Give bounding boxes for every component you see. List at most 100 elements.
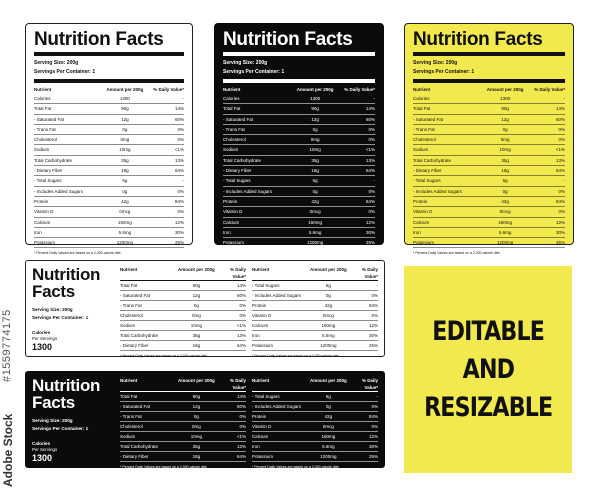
nutrient-name: - Includes Added Sugars: [34, 188, 84, 194]
nutrient-daily-value: 0%: [177, 209, 184, 215]
nutrient-daily-value: 84%: [174, 198, 184, 204]
table-row: Protein 42g 84%: [223, 197, 375, 208]
table-row: Calories 1300 -: [223, 94, 375, 105]
nutrient-daily-value: 13%: [236, 333, 246, 338]
nutrient-rows: - Total Sugars 6g - - Includes Added Sugars…: [252, 281, 378, 351]
table-row: - Saturated Fat 12g 60%: [120, 291, 246, 301]
table-row: - Saturated Fat 12g 60%: [34, 115, 184, 125]
nutrient-name: Potassium: [252, 454, 274, 459]
nutrient-amount: 18g: [121, 168, 129, 174]
nutrient-daily-value: 30%: [365, 229, 375, 235]
table-row: Total Carbohydrate 35g 13%: [413, 156, 565, 167]
nutrient-amount: 0g: [325, 404, 331, 409]
nutrient-amount: 12g: [121, 116, 129, 122]
table-row: - Total Sugars 6g -: [223, 176, 375, 187]
table-header: Nutrient Amount per 200g % Daily Value*: [252, 377, 378, 392]
table-row: Calcium 160mg 12%: [34, 218, 184, 228]
table-row: - Total Sugars 6g -: [252, 392, 378, 402]
table-row: Total Carbohydrate 35g 13%: [120, 331, 246, 341]
promo-block: EDITABLE AND RESIZABLE: [404, 266, 572, 473]
nutrient-name: Calories: [223, 96, 240, 101]
nutrient-amount: 0mg: [120, 137, 130, 143]
table-header: Nutrient Amount per 200g % Daily Value*: [120, 377, 246, 392]
nutrient-amount: 0g: [122, 126, 128, 132]
table-row: Total Fat 90g 14%: [120, 392, 246, 402]
nutrient-name: - Includes Added Sugars: [252, 293, 302, 298]
nutrient-name: - Total Sugars: [252, 394, 280, 399]
table-row: Cholesterol 0mg 0%: [223, 135, 375, 146]
table-row: Sodium 10mg <1%: [120, 321, 246, 331]
nutrient-amount: 160mg: [498, 219, 512, 225]
divider: [413, 79, 565, 83]
table-row: Potassium 1200mg 25%: [413, 238, 565, 249]
nutrient-amount: 0mg: [310, 137, 320, 143]
nutrient-daily-value: -: [376, 394, 379, 399]
nutrient-amount: 6g: [502, 178, 508, 184]
nutrient-daily-value: 0%: [177, 126, 184, 132]
table-row: Cholesterol 0mg 0%: [34, 135, 184, 146]
nutrient-name: Cholesterol: [120, 424, 143, 429]
nutrient-amount: 6g: [312, 178, 318, 184]
table-row: - Includes Added Sugars 0g 0%: [252, 402, 378, 412]
header-dv: % Daily Value*: [229, 378, 246, 390]
table-row: Protein 42g 84%: [252, 412, 378, 422]
nutrient-amount: 1200mg: [306, 240, 324, 246]
table-header: Nutrient Amount per 200g % Daily Value*: [413, 86, 565, 94]
serving-size: Serving Size: 200g: [32, 418, 73, 423]
nutrient-name: Cholesterol: [34, 137, 57, 143]
table-row: Vitamin D 0mcg 0%: [252, 422, 378, 432]
table-header: Nutrient Amount per 200g % Daily Value*: [252, 266, 378, 281]
header-amount: Amount per 200g: [486, 87, 524, 92]
nutrient-name: Calcium: [252, 323, 269, 328]
nutrient-amount: 18g: [192, 454, 201, 459]
nutrient-name: Sodium: [223, 147, 239, 153]
nutrient-amount: 10mg: [309, 147, 321, 153]
nutrient-amount: 35g: [311, 157, 319, 163]
nutrient-daily-value: 14%: [365, 106, 375, 112]
horizontal-label-white: Nutrition Facts Serving Size: 200g Servi…: [25, 260, 385, 358]
nutrient-daily-value: 0%: [368, 137, 375, 143]
nutrient-daily-value: 14%: [236, 394, 246, 399]
nutrient-daily-value: <1%: [236, 323, 246, 328]
nutrient-daily-value: 12%: [365, 219, 375, 225]
header-dv: % Daily Value*: [344, 87, 375, 92]
table-row: Protein 42g 84%: [34, 197, 184, 208]
table-row: Iron 5.6mg 30%: [223, 228, 375, 239]
nutrient-amount: 10mg: [499, 147, 511, 153]
nutrient-daily-value: 60%: [236, 404, 246, 409]
nutrient-daily-value: -: [376, 283, 379, 288]
nutrient-daily-value: 84%: [368, 414, 378, 419]
nutrient-amount: 0g: [502, 126, 508, 132]
nutrient-name: Sodium: [120, 434, 136, 439]
table-row: Total Fat 90g 14%: [34, 104, 184, 115]
nutrient-amount: 12g: [192, 404, 201, 409]
footnote: * Percent Daily Values are based on a 2,…: [120, 354, 208, 358]
nutrient-daily-value: 84%: [368, 303, 378, 308]
divider: [223, 52, 375, 56]
table-header: Nutrient Amount per 200g % Daily Value*: [34, 86, 184, 94]
horizontal-label-left: Nutrition Facts Serving Size: 200g Servi…: [32, 266, 114, 352]
header-nutrient: Nutrient: [223, 87, 241, 92]
table-row: Total Fat 90g 14%: [120, 281, 246, 291]
table-row: - Trans Fat 0g 0%: [120, 412, 246, 422]
nutrient-amount: 5.6mg: [322, 444, 335, 449]
table-row: Sodium 10mg <1%: [223, 145, 375, 156]
nutrient-name: Total Fat: [120, 394, 138, 399]
nutrient-amount: 90g: [121, 106, 129, 112]
table-row: - Includes Added Sugars 0g 0%: [34, 187, 184, 197]
table-row: - Trans Fat 0g 0%: [120, 301, 246, 311]
horizontal-label-left: Nutrition Facts Serving Size: 200g Servi…: [32, 377, 114, 463]
horizontal-column-2: Nutrient Amount per 200g % Daily Value* …: [252, 377, 378, 469]
table-row: Potassium 1200mg 25%: [223, 238, 375, 249]
table-row: Cholesterol 0mg 0%: [120, 422, 246, 432]
table-row: Total Carbohydrate 35g 13%: [120, 442, 246, 452]
nutrient-amount: 35g: [192, 333, 201, 338]
nutrition-label-white: Nutrition Facts Serving Size: 200g Servi…: [25, 23, 193, 255]
nutrient-daily-value: 30%: [368, 333, 378, 338]
horizontal-column-1: Nutrient Amount per 200g % Daily Value* …: [120, 266, 246, 358]
nutrient-name: - Trans Fat: [223, 126, 245, 132]
nutrient-name: Protein: [252, 414, 267, 419]
image-id-label: #1559774175: [1, 309, 13, 382]
nutrient-daily-value: 0%: [371, 313, 378, 318]
nutrient-daily-value: 30%: [555, 229, 565, 235]
